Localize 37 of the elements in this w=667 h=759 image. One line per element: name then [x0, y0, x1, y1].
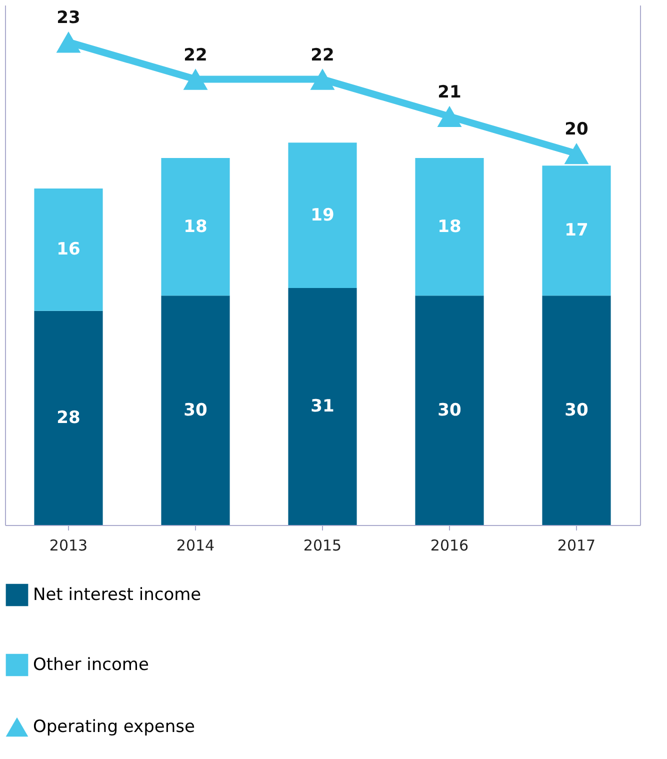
bar: [161, 158, 230, 296]
data-label: 23: [56, 8, 80, 28]
x-tick-label: 2013: [49, 536, 88, 554]
data-label: 18: [438, 216, 462, 237]
data-label: 31: [310, 396, 334, 416]
legend-label: Net interest income: [33, 585, 202, 605]
data-label: 28: [56, 408, 80, 428]
data-label: 16: [56, 240, 80, 260]
bar: [34, 310, 103, 525]
bar: [542, 296, 611, 525]
data-label: 19: [310, 205, 334, 226]
data-label: 17: [564, 220, 588, 241]
x-tick-label: 2016: [430, 536, 469, 554]
data-label: 21: [438, 82, 462, 102]
x-tick-label: 2014: [176, 536, 215, 554]
data-label: 20: [564, 120, 588, 140]
point: [183, 68, 208, 90]
x-tick-label: 2017: [557, 536, 596, 554]
legend-label: Other income: [33, 655, 149, 675]
bar: [34, 188, 103, 311]
data-label: 18: [184, 216, 208, 237]
point: [564, 142, 589, 164]
legend-label: Operating expense: [33, 717, 195, 737]
data-label: 30: [438, 400, 462, 420]
data-label: 30: [564, 400, 588, 420]
data-label: 22: [310, 45, 334, 66]
x-tick-label: 2015: [303, 536, 342, 554]
data-label: 22: [184, 45, 208, 66]
bar: [161, 296, 230, 525]
bar: [415, 296, 484, 525]
point: [437, 106, 462, 128]
point: [310, 68, 335, 90]
bar: [288, 288, 357, 525]
data-label: 30: [184, 400, 208, 420]
point: [56, 32, 81, 53]
bar: [415, 158, 484, 296]
bar: [288, 142, 357, 288]
